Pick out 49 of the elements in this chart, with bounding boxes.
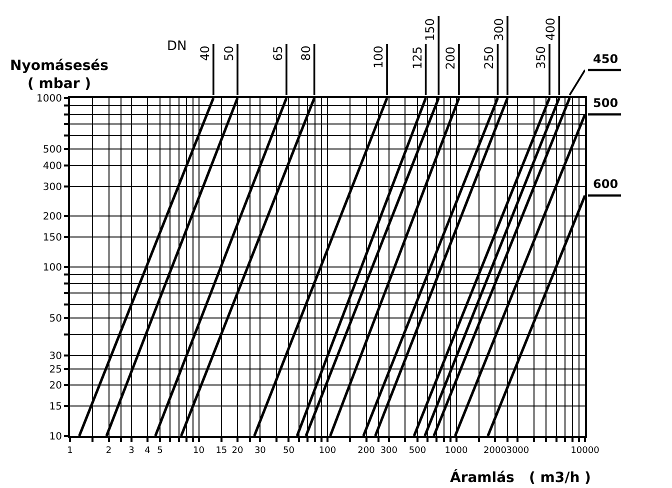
text: 50: [222, 46, 236, 62]
y-tick-label: 1000: [36, 94, 62, 104]
y-tick-label: 100: [42, 262, 62, 274]
text: 40: [198, 46, 212, 61]
x-tick-label: 50: [283, 446, 295, 456]
text: 400: [544, 18, 558, 41]
x-tick-label: 15: [216, 446, 228, 456]
y-tick-label: 25: [49, 364, 62, 376]
y-tick-label: 10: [49, 432, 62, 442]
text: 250: [482, 46, 496, 70]
x-tick-label: 200: [358, 446, 376, 456]
y-tick-label: 20: [49, 380, 62, 392]
series-label: 500: [593, 96, 618, 110]
y-tick-label: 150: [42, 232, 62, 244]
text: 200: [443, 46, 458, 70]
y-tick-label: 30: [49, 350, 62, 362]
y-tick-label: 50: [49, 313, 62, 324]
x-tick-label: 10000: [570, 446, 600, 456]
text: 65: [270, 46, 285, 61]
x-tick-label: 100: [318, 446, 336, 456]
text: 450: [593, 52, 618, 66]
legend-title: DN: [167, 39, 187, 54]
y-tick-label: 15: [49, 402, 62, 413]
x-tick-label: 1000: [444, 446, 468, 456]
y-tick-label: 500: [42, 144, 62, 156]
x-tick-label: 4: [144, 446, 151, 456]
text: 125: [410, 46, 424, 70]
x-tick-label: 1: [67, 446, 73, 456]
y-axis-title: Nyomásesés ( mbar ): [10, 58, 108, 92]
text: 150: [423, 18, 438, 42]
series-label: 600: [593, 177, 618, 191]
text: 100: [372, 46, 386, 69]
x-tick-label: 2000: [484, 446, 507, 456]
x-axis-title: Áramlás ( m3/h ): [450, 469, 591, 486]
x-tick-label: 30: [254, 446, 266, 456]
x-tick-label: 500: [408, 446, 426, 456]
x-tick-label: 3000: [506, 446, 530, 456]
y-tick-label: 300: [42, 182, 62, 193]
x-tick-label: 2: [106, 446, 112, 456]
y-tick-label: 400: [42, 160, 62, 172]
x-tick-label: 20: [232, 446, 244, 456]
x-tick-label: 5: [157, 446, 163, 456]
y-tick-label: 200: [42, 212, 62, 223]
text: 300: [492, 18, 506, 41]
text: 350: [534, 46, 548, 69]
x-tick-label: 300: [380, 446, 398, 456]
text: 80: [298, 46, 313, 61]
x-tick-label: 3: [128, 446, 134, 456]
x-tick-label: 10: [193, 446, 205, 456]
